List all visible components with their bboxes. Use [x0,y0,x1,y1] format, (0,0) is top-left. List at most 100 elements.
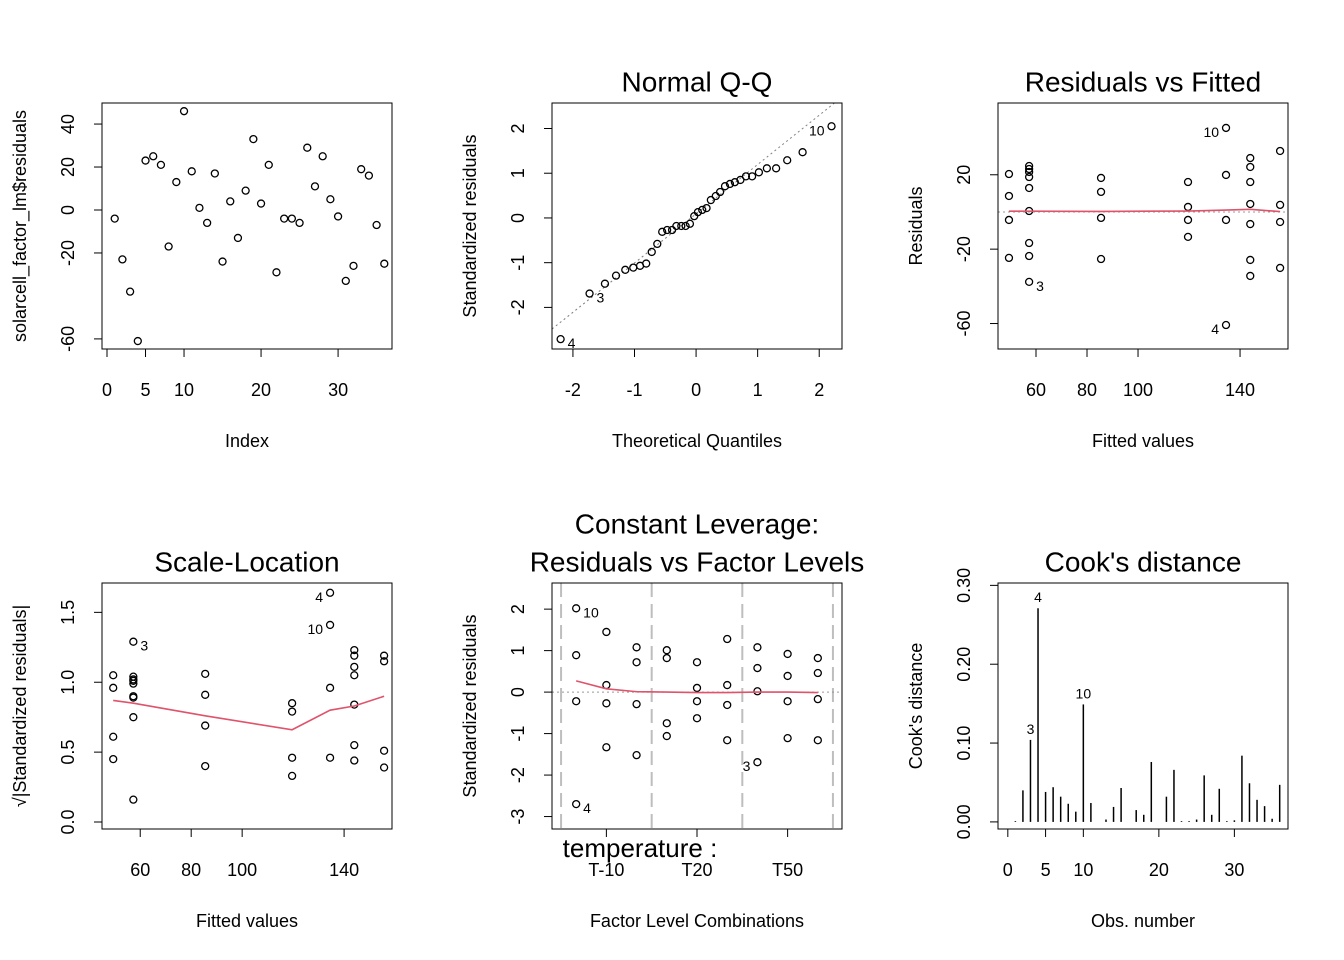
point [380,259,389,268]
point [632,643,641,652]
point [741,172,751,181]
point [1183,215,1193,225]
x-tick-label: 100 [227,860,257,880]
point [379,746,389,755]
x-axis-label: Fitted values [196,911,298,931]
point [783,697,792,706]
qq-line [552,103,836,330]
point [129,676,138,685]
y-tick-label: 0 [58,205,78,215]
plot-box [101,102,393,350]
x-tick-label: 80 [181,860,201,880]
plot-box [551,102,843,350]
y-tick-label: -1 [508,726,528,742]
x-tick-label: 80 [1077,380,1097,400]
point [226,197,235,206]
point [1221,123,1231,133]
point [723,634,732,644]
point [249,134,258,144]
y-tick-label: 1.5 [58,600,78,625]
point [287,699,297,708]
point [762,164,772,173]
y-tick-label: 0.5 [58,740,78,765]
point [325,620,335,630]
point [350,740,359,750]
point [572,651,581,660]
point [310,182,320,191]
x-tick-label: 0 [691,380,701,400]
point [233,233,243,243]
point [141,156,150,165]
point-label: 4 [1211,321,1219,337]
point [109,671,118,680]
point [333,212,343,221]
chart-title: Constant Leverage: [575,509,819,540]
point [723,700,732,710]
x-tick-label: 0 [102,380,112,400]
point [1004,215,1014,225]
chart-title: Cook's distance [1045,547,1242,578]
point [1024,183,1034,193]
y-tick-label: 2 [508,604,528,614]
point [109,754,118,764]
point [149,152,158,161]
point [264,160,273,170]
point [753,687,762,696]
point [287,214,297,223]
point [349,261,358,271]
x-axis-label: Theoretical Quantiles [612,431,782,451]
point [1024,238,1034,248]
point-label: 3 [1036,278,1044,294]
point [632,699,641,709]
point [1246,271,1255,281]
point [1221,320,1231,330]
x-tick-label: 30 [328,380,348,400]
point [256,199,266,208]
point-label: 4 [568,335,576,351]
point [172,177,181,187]
point [1004,253,1014,263]
point [118,255,127,264]
point [723,680,732,690]
point [280,214,289,223]
point-label: 3 [743,758,751,774]
y-tick-label: 0.20 [954,647,974,682]
plot-box [101,582,393,830]
point [325,588,335,597]
point-label: 10 [307,621,323,637]
x-tick-label: T20 [681,860,712,880]
chart-title: Scale-Location [154,547,339,578]
point [754,168,764,177]
point [129,679,138,688]
x-tick-label: 140 [329,860,359,880]
point [379,763,389,772]
point [692,697,702,706]
point [1246,162,1255,172]
point [753,663,762,673]
point [632,658,641,667]
point [771,164,781,173]
point [783,649,792,659]
point [1275,146,1285,156]
x-tick-label: 20 [251,380,271,400]
point [129,693,138,702]
point [647,247,656,257]
point [783,734,792,743]
point [109,732,118,741]
smooth-line [575,680,818,694]
point-label: 10 [1076,685,1092,701]
point [1024,172,1034,182]
point [602,627,611,637]
y-tick-label: 0.30 [954,568,974,603]
point [1183,177,1193,187]
point [1221,215,1231,225]
point [295,218,304,228]
y-tick-label: 2 [508,123,528,133]
point [662,646,671,655]
y-axis-label: √|Standardized residuals| [10,605,30,807]
y-tick-label: 1.0 [58,670,78,695]
point [350,662,359,672]
point [632,751,641,760]
x-tick-label: 60 [1026,380,1046,400]
